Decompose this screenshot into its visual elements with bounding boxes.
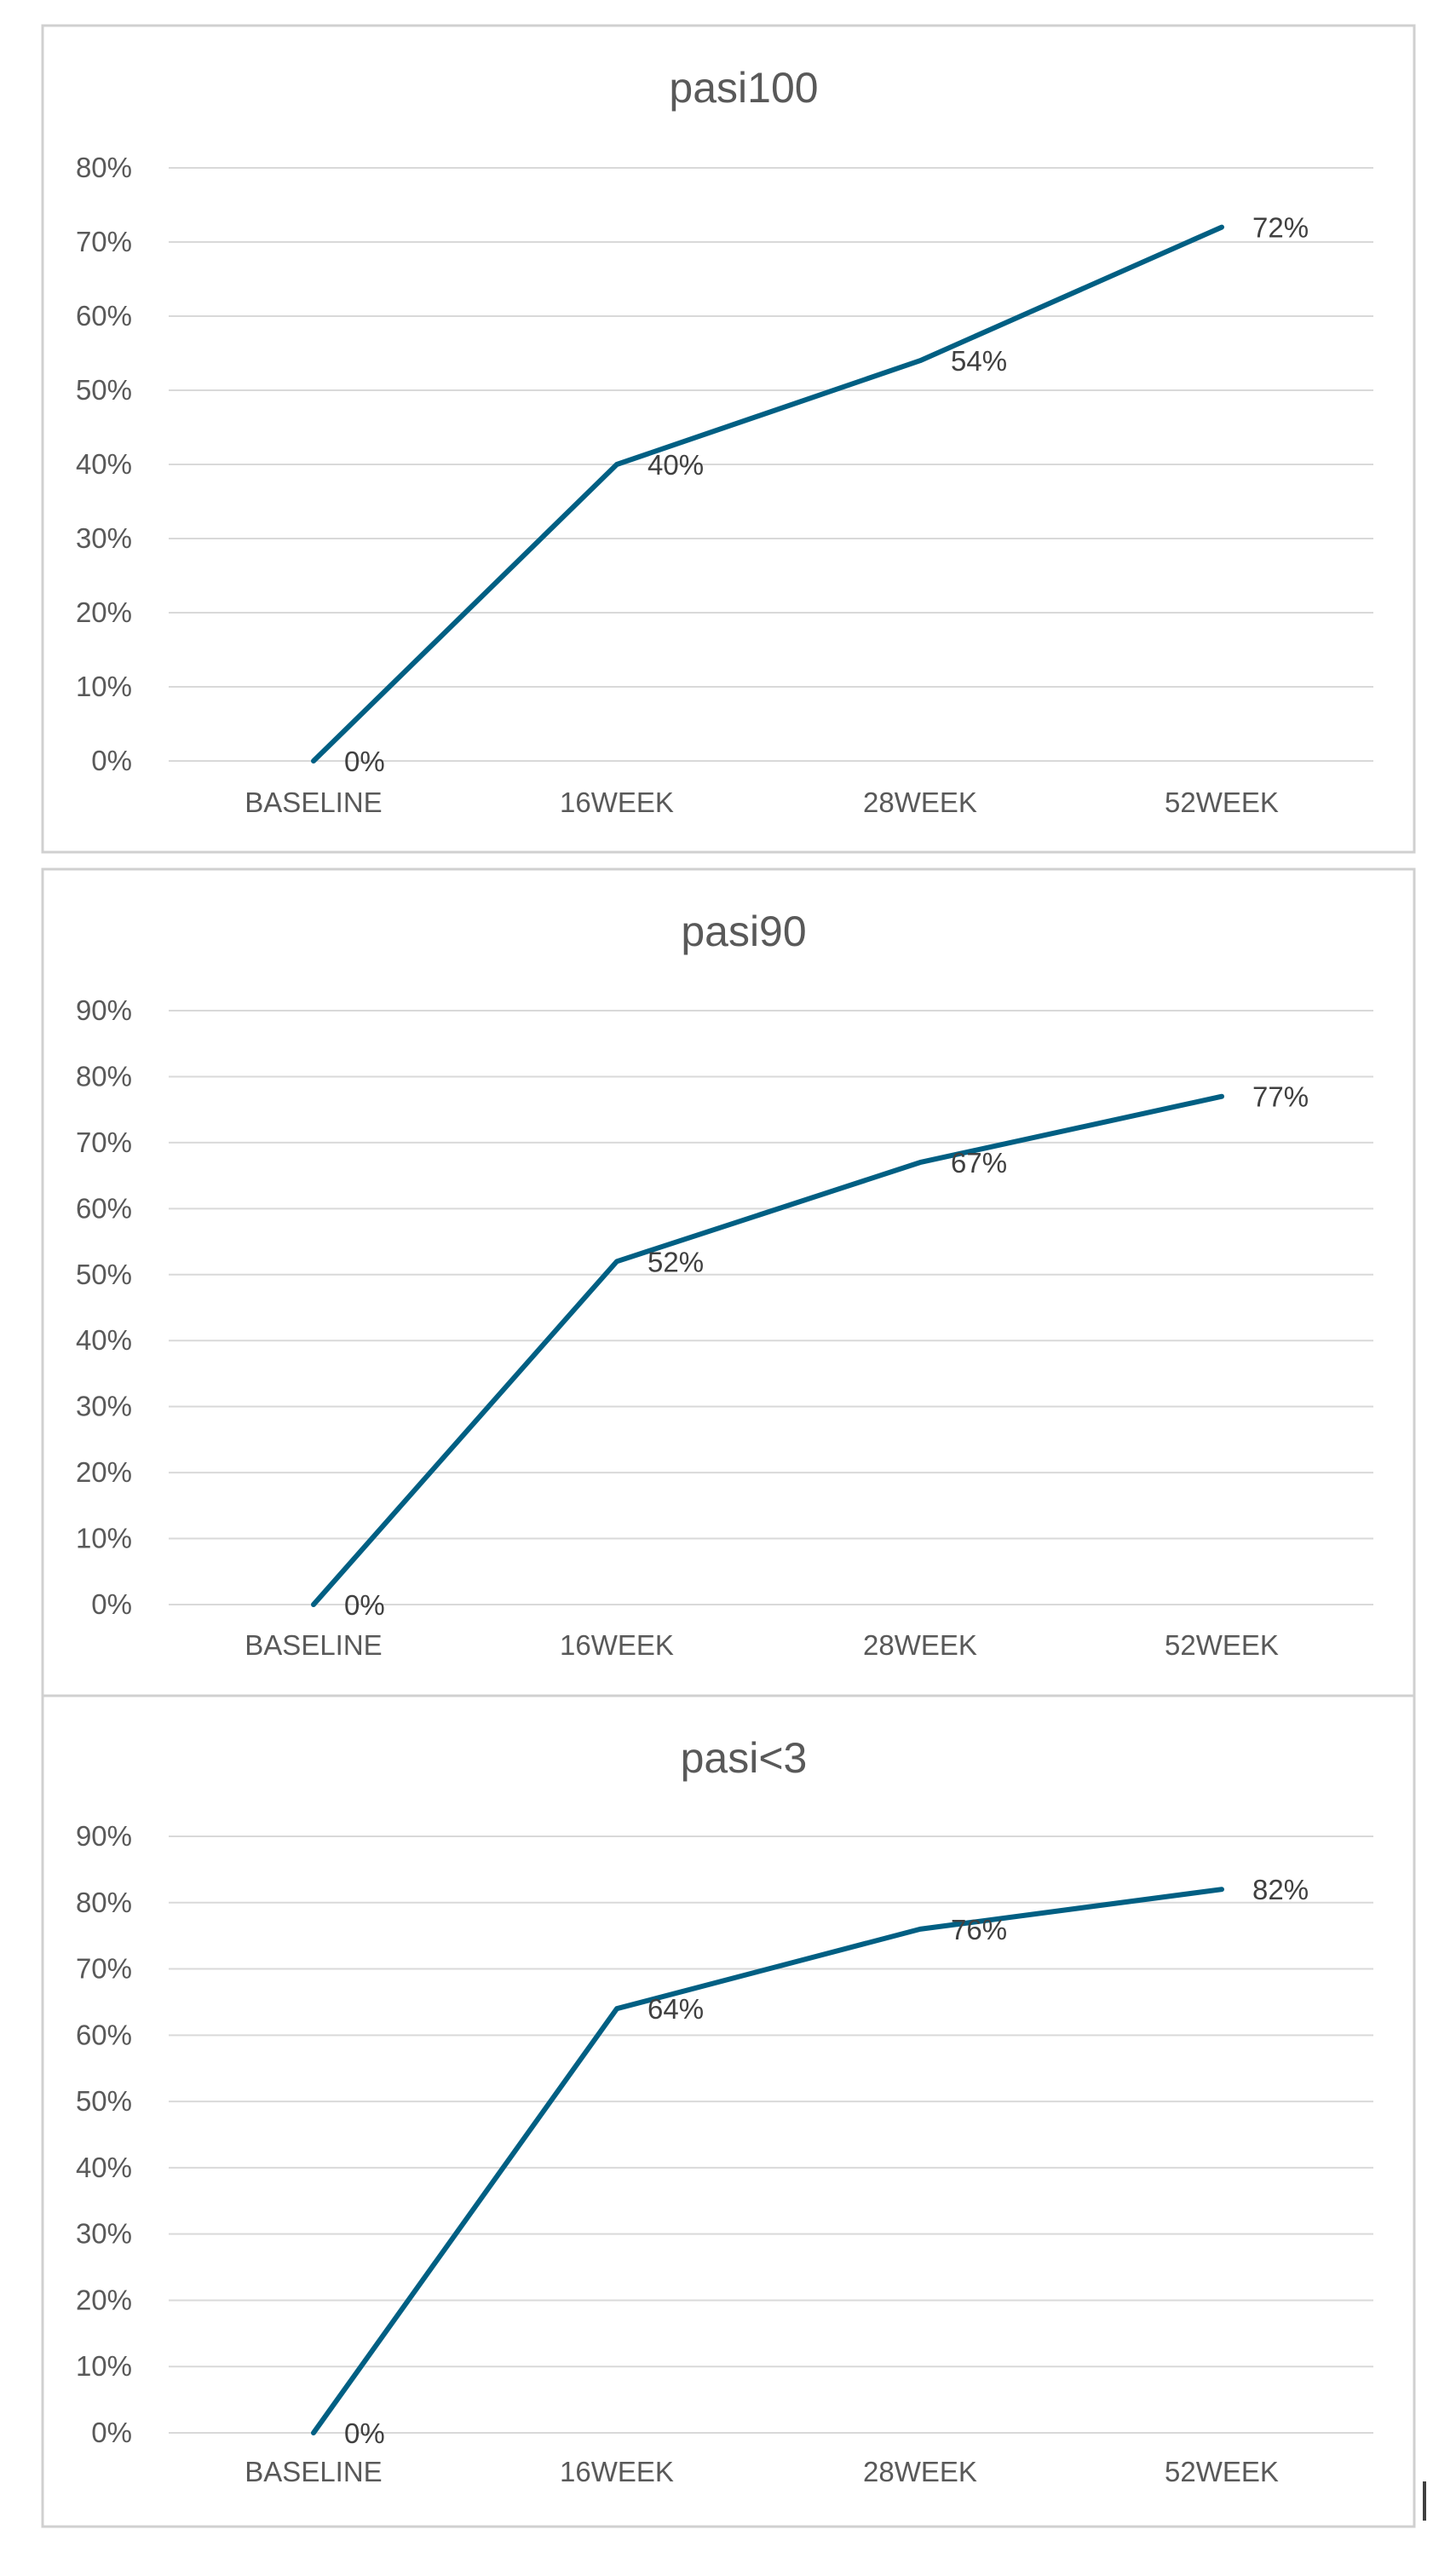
data-label: 0%	[344, 1589, 385, 1621]
y-tick-label: 40%	[76, 2152, 132, 2183]
x-tick-label: 52WEEK	[1165, 1629, 1279, 1661]
y-tick-label: 80%	[76, 152, 132, 183]
data-label: 76%	[951, 1914, 1007, 1945]
x-tick-label: BASELINE	[245, 1629, 382, 1661]
series-line	[311, 1887, 1224, 2435]
y-tick-label: 90%	[76, 1820, 132, 1852]
x-tick-label: 16WEEK	[560, 1629, 674, 1661]
y-tick-label: 10%	[76, 2350, 132, 2382]
y-tick-label: 60%	[76, 300, 132, 331]
y-tick-label: 40%	[76, 448, 132, 480]
data-label: 0%	[344, 2418, 385, 2449]
data-label: 0%	[344, 746, 385, 777]
x-tick-label: BASELINE	[245, 2456, 382, 2487]
data-label: 72%	[1252, 212, 1309, 244]
y-tick-label: 0%	[91, 745, 132, 776]
y-tick-label: 0%	[91, 2417, 132, 2448]
chart-panel-border	[41, 1694, 1416, 2528]
data-label: 67%	[951, 1147, 1007, 1179]
data-label: 40%	[647, 449, 704, 481]
data-label: 64%	[647, 1993, 704, 2025]
y-tick-label: 70%	[76, 1953, 132, 1985]
chart-3: pasi<3 0% 10% 20% 30% 40% 50% 60% 70% 80% 90% BASEL…	[41, 1694, 1416, 2528]
y-tick-label: 50%	[76, 1259, 132, 1290]
data-label: 54%	[951, 345, 1007, 377]
y-tick-label: 60%	[76, 2019, 132, 2050]
data-label: 82%	[1252, 1874, 1309, 1905]
y-tick-label: 80%	[76, 1887, 132, 1918]
y-tick-label: 50%	[76, 2085, 132, 2117]
y-tick-label: 20%	[76, 1456, 132, 1488]
y-tick-label: 20%	[76, 596, 132, 628]
y-tick-label: 10%	[76, 671, 132, 702]
chart-2: pasi90 0% 10% 20% 30% 40% 50% 60% 70% 80% 90% BASEL…	[41, 867, 1416, 1697]
y-tick-label: 80%	[76, 1060, 132, 1092]
data-label: 52%	[647, 1246, 704, 1277]
series-line	[311, 224, 1224, 764]
x-tick-label: 16WEEK	[560, 787, 674, 818]
x-tick-label: 52WEEK	[1165, 2456, 1279, 2487]
y-tick-label: 10%	[76, 1523, 132, 1554]
series-line	[311, 1093, 1224, 1607]
y-tick-label: 70%	[76, 1127, 132, 1158]
y-tick-label: 60%	[76, 1192, 132, 1224]
chart-title: pasi90	[681, 908, 806, 955]
y-tick-label: 90%	[76, 994, 132, 1026]
y-tick-label: 40%	[76, 1324, 132, 1356]
x-tick-label: 28WEEK	[863, 1629, 977, 1661]
y-tick-label: 0%	[91, 1588, 132, 1620]
y-tick-label: 30%	[76, 2218, 132, 2250]
y-tick-label: 70%	[76, 226, 132, 257]
y-tick-label: 30%	[76, 522, 132, 554]
y-tick-label: 30%	[76, 1391, 132, 1422]
chart-title: pasi100	[669, 64, 818, 112]
chart-1: pasi100 0% 10% 20% 30% 40% 50% 60% 70% 80% BASELIN…	[41, 24, 1416, 854]
x-tick-label: 16WEEK	[560, 2456, 674, 2487]
chart-title: pasi<3	[681, 1734, 808, 1782]
x-tick-label: 28WEEK	[863, 787, 977, 818]
y-tick-label: 20%	[76, 2284, 132, 2315]
x-tick-label: 52WEEK	[1165, 787, 1279, 818]
data-label: 77%	[1252, 1081, 1309, 1113]
chart-panel-border	[41, 24, 1416, 854]
chart-panel-border	[41, 867, 1416, 1697]
x-tick-label: BASELINE	[245, 787, 382, 818]
y-tick-label: 50%	[76, 374, 132, 406]
x-tick-label: 28WEEK	[863, 2456, 977, 2487]
